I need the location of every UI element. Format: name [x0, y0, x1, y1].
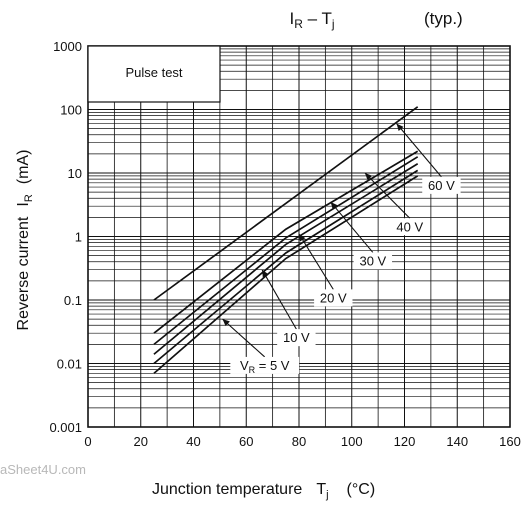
series-line-3	[153, 156, 419, 346]
x-tick-label: 120	[394, 434, 416, 449]
x-tick-label: 100	[341, 434, 363, 449]
x-tick-label: 160	[499, 434, 521, 449]
series-line-1	[153, 169, 419, 365]
series-arrow-0	[222, 318, 266, 358]
series-labels: VR = 5 V 10 V 20 V 30 V 40 V 60 V	[222, 123, 461, 375]
series-label-1: 10 V	[283, 330, 310, 345]
series-arrowhead-3	[330, 201, 338, 210]
x-tick-label: 60	[239, 434, 253, 449]
y-tick-label: 0.01	[57, 357, 82, 372]
x-tick-label: 140	[446, 434, 468, 449]
series-arrowhead-5	[396, 123, 404, 132]
plot-frame	[87, 45, 511, 428]
y-tick-label: 0.1	[64, 293, 82, 308]
y-tick-label: 100	[60, 103, 82, 118]
series-label-0: VR = 5 V	[240, 358, 290, 375]
watermark: aSheet4U.com	[0, 462, 86, 477]
chart-title-note: (typ.)	[424, 9, 463, 28]
series-arrowhead-2	[299, 233, 306, 242]
series-line-0	[153, 175, 419, 374]
axes: 0 20 40 60 80 100 120 140 160 0.001 0.01 0.1 1 10 100 1…	[49, 39, 520, 449]
series-arrow-4	[364, 172, 411, 219]
pulse-test-label: Pulse test	[125, 65, 182, 80]
series-arrowhead-1	[262, 269, 269, 278]
series-arrowhead-4	[364, 173, 373, 181]
x-tick-label: 80	[292, 434, 306, 449]
series-label-5: 60 V	[428, 178, 455, 193]
series-arrow-5	[396, 123, 442, 178]
x-axis-label: Junction temperature Tj (°C)	[152, 481, 375, 501]
series-label-2: 20 V	[320, 290, 347, 305]
series-line-5	[153, 106, 419, 301]
series-arrow-3	[330, 201, 374, 253]
series-label-bg-4	[390, 218, 429, 236]
series-arrow-2	[298, 233, 334, 290]
series-arrowhead-0	[222, 319, 230, 327]
series-label-3: 30 V	[359, 253, 386, 268]
x-tick-label: 20	[134, 434, 148, 449]
series-arrow-1	[261, 269, 297, 330]
series-line-4	[153, 150, 419, 334]
chart-title: IR – Tj	[289, 9, 334, 31]
y-tick-label: 1000	[53, 39, 82, 54]
series-layer	[153, 106, 419, 374]
series-label-bg-1	[277, 329, 316, 347]
series-line-2	[153, 162, 419, 355]
series-label-bg-2	[314, 289, 353, 307]
series-label-bg-0	[230, 356, 300, 374]
y-tick-label: 0.001	[49, 420, 82, 435]
series-label-bg-5	[422, 176, 461, 194]
x-tick-label: 0	[84, 434, 91, 449]
y-axis-label: Reverse currentIR(mA)	[15, 150, 35, 331]
series-label-4: 40 V	[396, 219, 423, 234]
y-tick-label: 10	[68, 166, 82, 181]
y-tick-label: 1	[75, 230, 82, 245]
pulse-test-box	[87, 45, 221, 103]
x-tick-label: 40	[186, 434, 200, 449]
series-label-bg-3	[353, 252, 393, 270]
